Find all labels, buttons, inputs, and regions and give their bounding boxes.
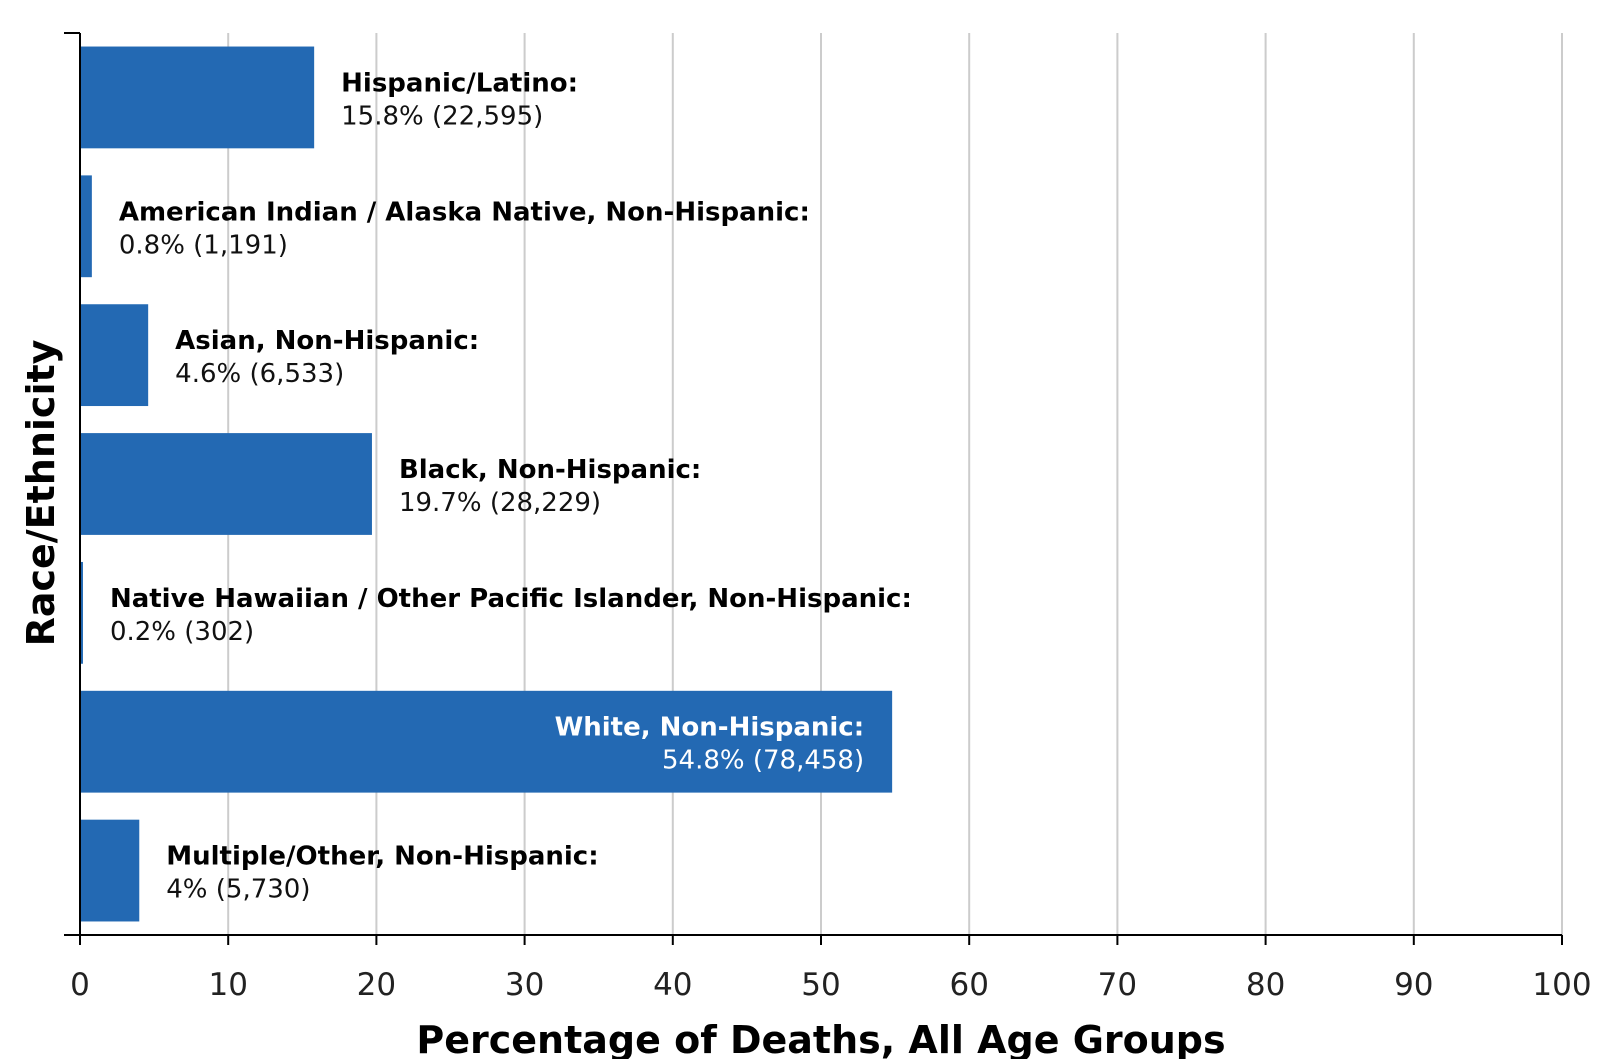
value-label: 0.2% (302) [110, 617, 254, 647]
bar-label: American Indian / Alaska Native, Non-His… [119, 197, 810, 260]
bar-label: Black, Non-Hispanic:19.7% (28,229) [399, 455, 701, 518]
value-label: 4.6% (6,533) [175, 359, 344, 389]
x-tick-label: 90 [1394, 967, 1433, 1003]
value-label: 15.8% (22,595) [341, 101, 543, 131]
bar [80, 433, 372, 535]
bar-label: White, Non-Hispanic:54.8% (78,458) [555, 713, 865, 776]
bar [80, 819, 140, 922]
category-label: White, Non-Hispanic: [555, 713, 865, 743]
bar-label: Asian, Non-Hispanic:4.6% (6,533) [175, 326, 479, 389]
value-label: 19.7% (28,229) [399, 488, 601, 518]
bar [80, 304, 149, 407]
bar [80, 46, 315, 149]
bar [80, 690, 893, 793]
category-label: Black, Non-Hispanic: [399, 455, 701, 485]
x-tick-label: 70 [1098, 967, 1137, 1003]
x-tick-label: 100 [1532, 967, 1591, 1003]
data-labels: Hispanic/Latino:15.8% (22,595) American I… [110, 68, 912, 904]
bars [80, 46, 893, 922]
bar-label: Native Hawaiian / Other Pacific Islander… [110, 584, 912, 647]
category-label: Multiple/Other, Non-Hispanic: [166, 842, 598, 872]
axes [64, 32, 1562, 936]
value-label: 4% (5,730) [166, 875, 310, 905]
x-tick-label: 40 [653, 967, 692, 1003]
bar-label: Multiple/Other, Non-Hispanic:4% (5,730) [166, 842, 598, 905]
x-tick-label: 10 [208, 967, 247, 1003]
category-label: American Indian / Alaska Native, Non-His… [119, 197, 810, 227]
value-label: 0.8% (1,191) [119, 230, 288, 260]
x-tick-label: 60 [949, 967, 988, 1003]
x-tick-label: 0 [70, 967, 90, 1003]
category-label: Asian, Non-Hispanic: [175, 326, 479, 356]
category-label: Hispanic/Latino: [341, 68, 578, 98]
category-label: Native Hawaiian / Other Pacific Islander… [110, 584, 912, 614]
bar [80, 175, 92, 278]
x-tick-label: 80 [1246, 967, 1285, 1003]
x-tick-label: 30 [505, 967, 544, 1003]
x-tick-labels: 0 10 20 30 40 50 60 70 80 90 100 [70, 935, 1592, 1003]
x-axis-title: Percentage of Deaths, All Age Groups [416, 1018, 1225, 1059]
x-tick-label: 20 [357, 967, 396, 1003]
y-axis-title: Race/Ethnicity [19, 339, 63, 646]
gridlines [227, 33, 1563, 935]
x-tick-label: 50 [801, 967, 840, 1003]
bar [80, 561, 83, 664]
value-label: 54.8% (78,458) [662, 746, 864, 776]
bar-label: Hispanic/Latino:15.8% (22,595) [341, 68, 578, 131]
